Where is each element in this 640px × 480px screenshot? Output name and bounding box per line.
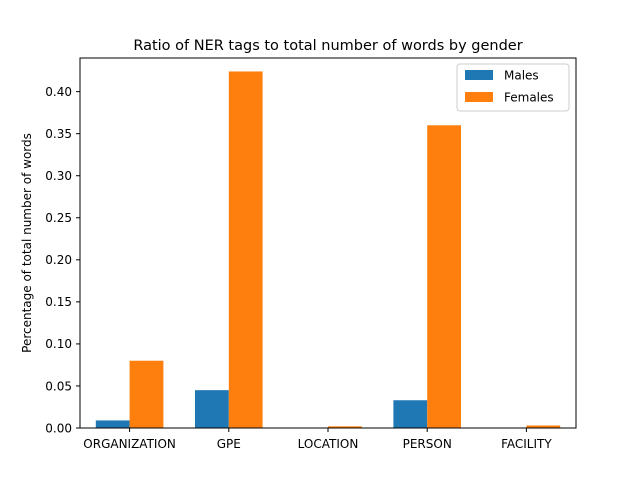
y-tick-label: 0.05 (45, 379, 72, 393)
x-tick-label: LOCATION (298, 437, 359, 451)
bar-females-facility (526, 425, 561, 428)
bar-males-organization (95, 420, 130, 428)
y-axis-label: Percentage of total number of words (20, 133, 34, 353)
y-tick-label: 0.30 (45, 169, 72, 183)
bar-females-location (328, 426, 362, 428)
x-tick-label: ORGANIZATION (83, 437, 176, 451)
y-tick-label: 0.15 (45, 295, 72, 309)
legend: Males Females (456, 63, 570, 112)
bar-females-gpe (228, 71, 263, 429)
y-tick-label: 0.40 (45, 85, 72, 99)
y-tick-label: 0.35 (45, 127, 72, 141)
plot-bars (95, 71, 561, 429)
y-tick-label: 0.25 (45, 211, 72, 225)
y-tick-label: 0.00 (45, 421, 72, 435)
x-tick-label: FACILITY (501, 437, 552, 451)
x-axis: ORGANIZATION GPE LOCATION PERSON FACILITY (83, 428, 552, 451)
legend-label-females: Females (504, 91, 554, 105)
bar-males-person (393, 400, 428, 428)
y-tick-label: 0.10 (45, 337, 72, 351)
bar-females-person (427, 125, 461, 428)
x-tick-label: GPE (217, 437, 241, 451)
legend-swatch-females (465, 92, 493, 102)
x-tick-label: PERSON (403, 437, 452, 451)
chart-title: Ratio of NER tags to total number of wor… (133, 38, 522, 54)
plot-frame (79, 57, 577, 429)
y-axis: 0.00 0.05 0.10 0.15 0.20 0.25 0.30 0.35 0.40 (45, 85, 80, 435)
bar-males-gpe (195, 390, 229, 428)
legend-swatch-males (465, 70, 493, 80)
bar-females-organization (129, 360, 164, 428)
y-tick-label: 0.20 (45, 253, 72, 267)
legend-label-males: Males (504, 69, 539, 83)
